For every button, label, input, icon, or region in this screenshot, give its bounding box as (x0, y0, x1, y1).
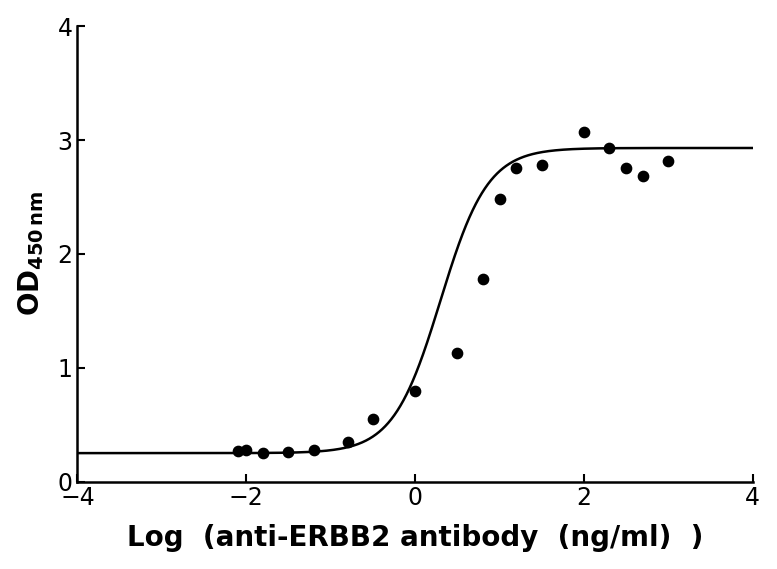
Point (603, 143, 615, 152)
Point (409, 386, 421, 395)
Point (282, 447, 294, 456)
Point (620, 164, 632, 173)
Point (662, 156, 674, 165)
Point (637, 172, 650, 181)
X-axis label: Log  (anti-ERBB2 antibody  (ng/ml)  ): Log (anti-ERBB2 antibody (ng/ml) ) (127, 524, 703, 552)
Y-axis label: $\mathbf{OD_{450\,nm}}$: $\mathbf{OD_{450\,nm}}$ (16, 191, 47, 316)
Point (308, 445, 320, 454)
Point (341, 437, 354, 446)
Point (257, 448, 270, 457)
Point (578, 127, 591, 137)
Point (451, 348, 464, 357)
Point (535, 160, 548, 170)
Point (240, 445, 253, 454)
Point (367, 414, 379, 423)
Point (232, 446, 244, 455)
Point (510, 164, 523, 173)
Point (476, 274, 489, 283)
Point (493, 195, 506, 204)
